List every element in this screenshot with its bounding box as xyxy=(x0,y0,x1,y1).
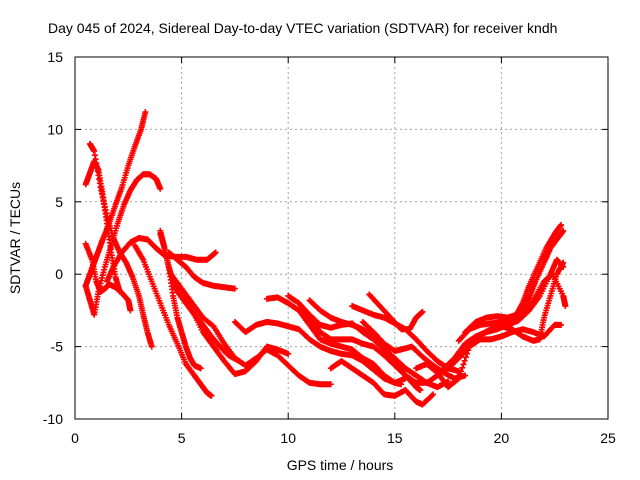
data-point xyxy=(562,303,569,310)
series-arc-27 xyxy=(504,227,567,328)
data-point xyxy=(560,227,567,234)
y-tick-label: -10 xyxy=(43,411,63,427)
data-point xyxy=(157,185,164,192)
chart-title: Day 045 of 2024, Sidereal Day-to-day VTE… xyxy=(48,20,557,36)
series-arc-17 xyxy=(306,297,424,394)
x-tick-label: 15 xyxy=(387,430,403,446)
data-point xyxy=(461,357,468,364)
series-arc-7 xyxy=(131,242,215,399)
data-point xyxy=(459,364,466,371)
data-series xyxy=(82,109,569,408)
series-arc-21 xyxy=(366,291,426,333)
x-tick-label: 0 xyxy=(71,430,79,446)
data-point xyxy=(285,350,292,357)
data-point xyxy=(231,285,238,292)
data-point xyxy=(327,381,334,388)
data-point xyxy=(142,109,149,116)
series-arc-5 xyxy=(82,171,164,318)
data-point xyxy=(454,376,461,383)
data-point xyxy=(428,392,435,399)
x-tick-label: 20 xyxy=(494,430,510,446)
data-point xyxy=(462,372,469,379)
data-point xyxy=(211,250,218,257)
series-arc-4 xyxy=(82,109,149,289)
data-point xyxy=(456,371,463,378)
data-point xyxy=(212,249,219,256)
series-arc-25 xyxy=(455,271,569,344)
data-point xyxy=(430,391,437,398)
data-point xyxy=(417,387,424,394)
series-arc-22 xyxy=(413,321,565,391)
data-point xyxy=(455,375,462,382)
data-point xyxy=(460,361,467,368)
data-point xyxy=(148,343,155,350)
plot-frame xyxy=(74,56,609,420)
data-point xyxy=(419,308,426,315)
y-axis-label: SDTVAR / TECUs xyxy=(7,182,23,294)
y-tick-label: 15 xyxy=(47,49,63,65)
series-arc-14 xyxy=(263,294,409,386)
series-arc-12 xyxy=(178,285,292,378)
data-point xyxy=(462,354,469,361)
axis-ticks: 0 5 10 15 20 25 -10 -5 0 5 10 15 xyxy=(43,49,616,446)
data-point xyxy=(458,368,465,375)
x-axis-label: GPS time / hours xyxy=(287,457,394,473)
series-arc-18 xyxy=(327,358,437,408)
y-tick-label: -5 xyxy=(51,339,64,355)
x-tick-label: 10 xyxy=(280,430,296,446)
x-tick-label: 5 xyxy=(178,430,186,446)
x-tick-label: 25 xyxy=(600,430,616,446)
data-point xyxy=(558,321,565,328)
y-tick-label: 0 xyxy=(55,266,63,282)
series-arc-10 xyxy=(165,249,238,292)
data-point xyxy=(560,263,567,270)
data-point xyxy=(558,221,565,228)
y-tick-label: 10 xyxy=(47,121,63,137)
data-point xyxy=(197,365,204,372)
data-point xyxy=(208,392,215,399)
y-tick-label: 5 xyxy=(55,194,63,210)
data-point xyxy=(127,307,134,314)
